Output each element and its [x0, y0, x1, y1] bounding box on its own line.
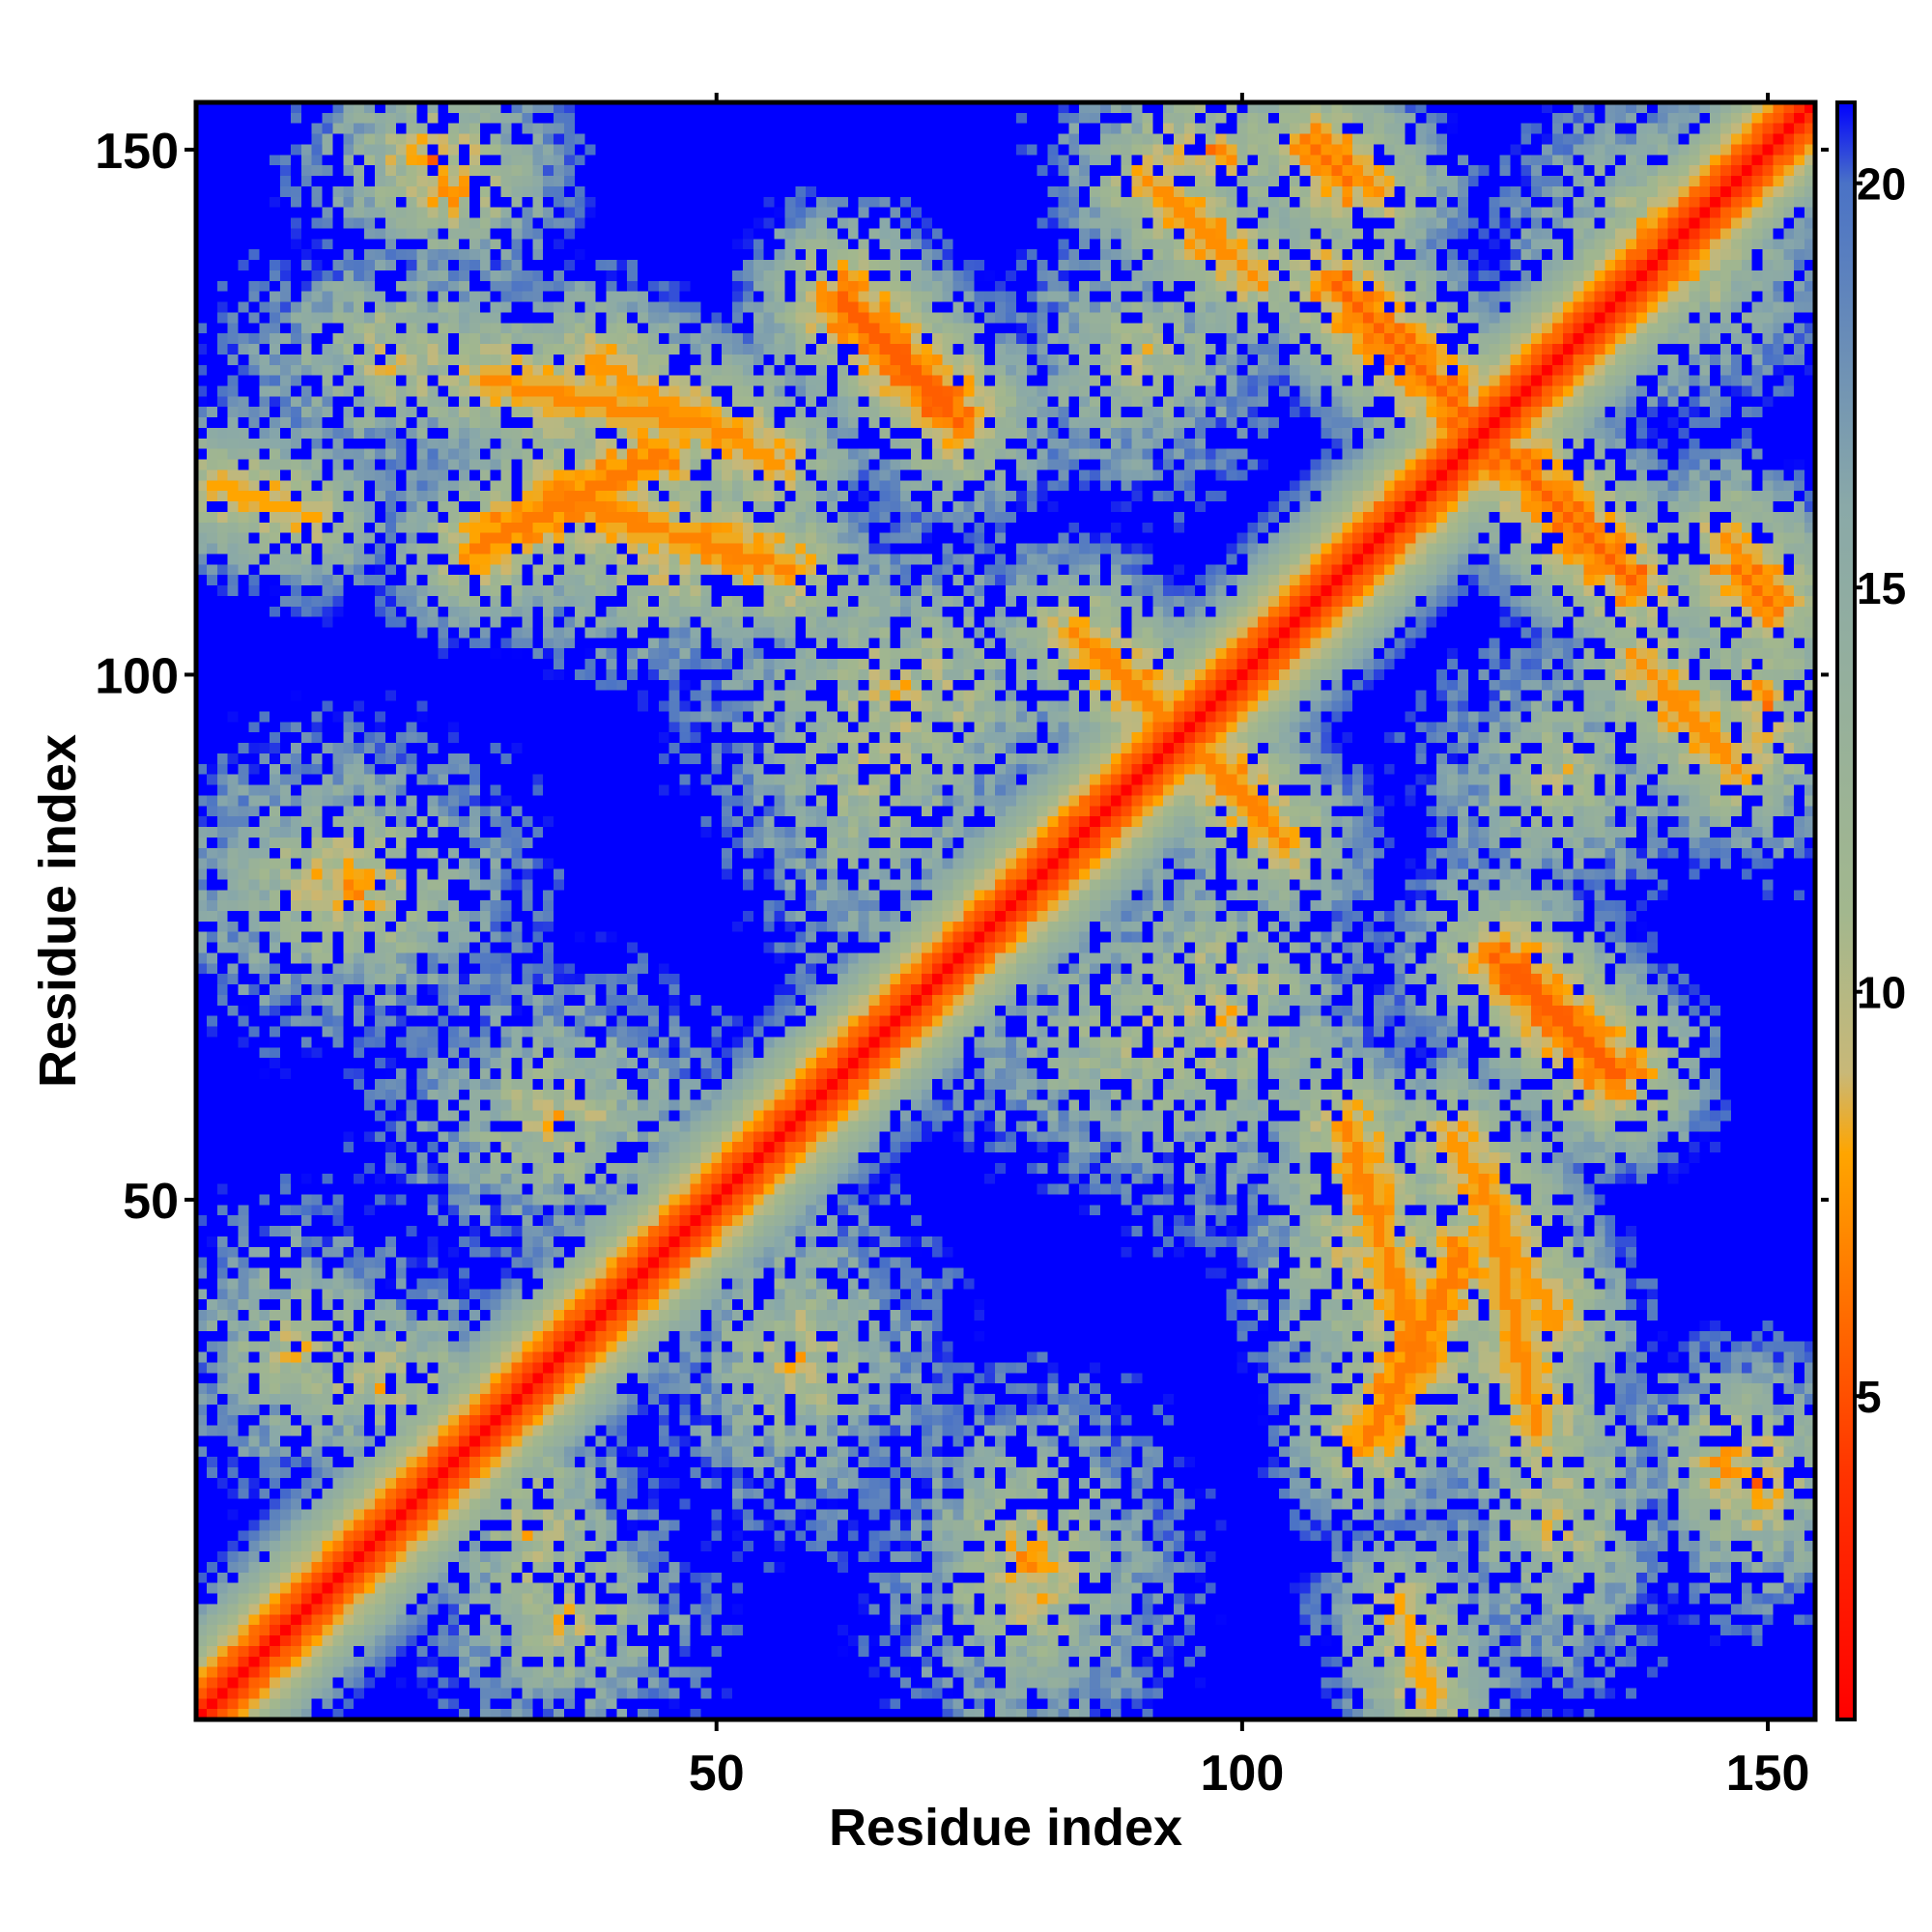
colorbar-ticks: 5 10 15 20 — [1855, 159, 1906, 1422]
distance-heatmap — [196, 102, 1815, 1719]
colorbar-tick-label: 15 — [1857, 563, 1906, 613]
y-tick-label: 50 — [123, 1174, 179, 1230]
top-axis-ticks — [714, 93, 1771, 102]
x-tick-label: 150 — [1726, 1746, 1810, 1802]
colorbar-tick-label: 5 — [1857, 1372, 1882, 1422]
x-tick-label: 100 — [1200, 1746, 1284, 1802]
y-axis: 50 100 150 — [95, 124, 196, 1230]
colorbar-tick-label: 20 — [1857, 159, 1906, 210]
x-axis-title: Residue index — [829, 1799, 1182, 1857]
y-axis-title: Residue index — [29, 734, 87, 1088]
y-tick-label: 100 — [95, 648, 179, 704]
colorbar-bar — [1835, 100, 1857, 1721]
x-axis: 50 100 150 — [689, 1719, 1810, 1802]
colorbar: 5 10 15 20 — [1835, 100, 1906, 1721]
right-axis-ticks — [1821, 147, 1829, 1202]
x-tick-label: 50 — [689, 1746, 745, 1802]
plot-frame — [193, 99, 1818, 1722]
colorbar-tick-label: 10 — [1857, 968, 1906, 1018]
y-tick-label: 150 — [95, 124, 179, 180]
